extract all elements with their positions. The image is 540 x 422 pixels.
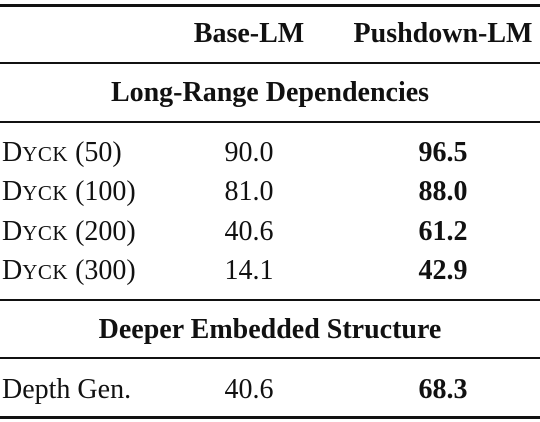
pushdown-lm-value: 88.0 <box>418 176 468 207</box>
table-row: DYCK (100) 81.0 88.0 <box>0 172 540 212</box>
row-label: DYCK (100) <box>2 172 136 213</box>
pushdown-lm-value: 42.9 <box>418 255 468 286</box>
header-row: Base-LM Pushdown-LM <box>0 14 540 54</box>
row-label: DYCK (200) <box>2 212 136 253</box>
table-row: DYCK (200) 40.6 61.2 <box>0 212 540 252</box>
table-row: DYCK (50) 90.0 96.5 <box>0 133 540 173</box>
pushdown-lm-value: 96.5 <box>418 137 468 168</box>
row-label-prefix: D <box>2 137 23 168</box>
row-label-suffix: (300) <box>68 255 136 286</box>
section-rule-deeper <box>0 357 540 359</box>
base-lm-value: 40.6 <box>224 374 274 405</box>
row-label-suffix: (100) <box>68 176 136 207</box>
row-label: Depth Gen. <box>2 374 132 405</box>
section-rule-long-range <box>0 121 540 123</box>
bottom-rule <box>0 416 540 419</box>
section-rule-top-deeper <box>0 299 540 301</box>
column-header-pushdown-lm: Pushdown-LM <box>353 18 533 49</box>
table-row: Depth Gen. 40.6 68.3 <box>0 370 540 410</box>
row-label-smallcaps: YCK <box>22 181 69 205</box>
header-rule <box>0 62 540 64</box>
row-label-smallcaps: YCK <box>22 260 69 284</box>
base-lm-value: 90.0 <box>224 137 274 168</box>
row-label-suffix: (50) <box>68 137 122 168</box>
row-label-prefix: D <box>2 216 23 247</box>
pushdown-lm-value: 61.2 <box>418 216 468 247</box>
pushdown-lm-value: 68.3 <box>418 374 468 405</box>
row-label-smallcaps: YCK <box>22 221 69 245</box>
table-row: DYCK (300) 14.1 42.9 <box>0 251 540 291</box>
section-title-deeper-embedded: Deeper Embedded Structure <box>98 314 442 345</box>
column-header-base-lm: Base-LM <box>193 18 305 49</box>
row-label-suffix: (200) <box>68 216 136 247</box>
row-label-prefix: D <box>2 176 23 207</box>
top-rule <box>0 4 540 7</box>
row-label-prefix: D <box>2 255 23 286</box>
row-label: DYCK (50) <box>2 133 122 174</box>
base-lm-value: 81.0 <box>224 176 274 207</box>
base-lm-value: 40.6 <box>224 216 274 247</box>
base-lm-value: 14.1 <box>224 255 274 286</box>
row-label: DYCK (300) <box>2 251 136 292</box>
row-label-smallcaps: YCK <box>22 142 69 166</box>
section-title-long-range: Long-Range Dependencies <box>110 77 430 108</box>
